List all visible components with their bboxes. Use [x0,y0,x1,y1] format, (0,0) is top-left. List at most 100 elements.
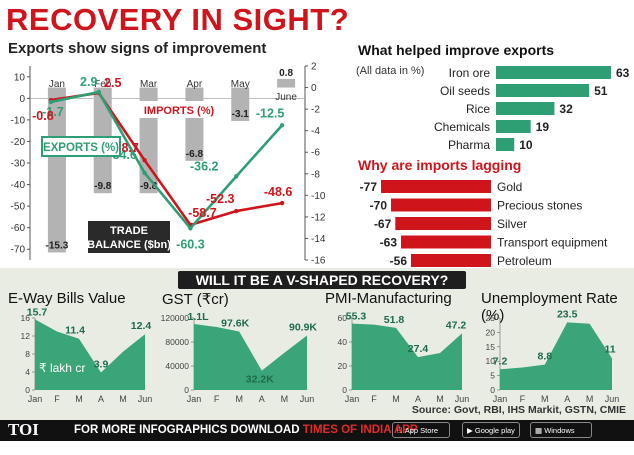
imports-line-point [234,208,239,214]
trade-balance-label: -6.8 [186,149,204,160]
trade-balance-bar [47,87,66,253]
app-store-badge[interactable]:  App Store [392,422,450,438]
imports-value-label: -52.3 [206,192,235,206]
windows-icon: ▦ [535,426,543,435]
trade-balance-label: -9.8 [140,181,158,192]
month-label: Apr [187,79,203,90]
left-tick-label: 0 [19,94,25,105]
helped-category: Pharma [448,138,490,152]
apple-icon:  [397,426,403,435]
exports-tag: EXPORTS (%) [43,142,119,154]
lagging-category: Transport equipment [497,236,608,250]
exports-tag-box [41,136,121,157]
exports-line-point [96,89,101,95]
promo-prefix: FOR MORE INFOGRAPHICS DOWNLOAD [74,424,300,436]
right-tick-label: -2 [311,105,320,116]
headline: RECOVERY IN SIGHT? [6,2,350,37]
lagging-bar [391,198,491,212]
helped-bar [496,102,555,115]
toi-logo: TOI [8,420,39,439]
lagging-bar [381,180,491,193]
helped-value: 19 [536,120,550,134]
left-tick-label: -50 [11,202,26,213]
google-play-badge[interactable]: ▶ Google play [462,422,520,438]
trade-balance-label: -9.8 [94,181,112,192]
left-tick-label: -10 [11,115,26,126]
lagging-category: Precious stones [497,199,582,213]
exports-line-point [48,99,54,105]
month-label: June [275,92,297,103]
trade-balance-label: -15.3 [46,240,69,251]
exports-value-label: -12.5 [256,106,285,120]
exports-line-point [234,174,239,179]
lagging-bar [401,235,491,249]
right-tick-label: -16 [311,256,326,267]
source-note: Source: Govt, RBI, IHS Markit, GSTN, CMI… [411,404,626,416]
unemployment-title: Unemployment Rate (%) [481,290,618,324]
left-tick-label: -60 [11,223,26,234]
trade-balance-label: -3.1 [232,109,250,120]
play-icon: ▶ [467,426,473,435]
exports-line-point [279,123,285,128]
helped-category: Rice [466,102,490,116]
left-tick-label: -30 [11,159,26,170]
left-tick-label: 10 [14,72,26,83]
helped-bar [496,120,531,133]
imports-value-label: -0.8 [32,109,54,123]
gst-title: GST (₹cr) [162,291,229,308]
left-tick-label: -20 [11,137,26,148]
helped-bar [496,84,590,97]
month-label: May [231,79,250,90]
trade-balance-tag-box [88,221,170,253]
exports-value-label: -60.3 [176,237,205,251]
imports-value-label: -48.6 [264,185,293,199]
exports-imports-chart: 10 0 -10 -20 -30 -40 -50 -60 -70 2 0 -2 -4 -6 -8 -10 -12… [11,42,630,268]
helped-category: Oil seeds [440,84,490,98]
lagging-value: -56 [390,254,408,268]
helped-category: Chemicals [434,120,490,134]
exports-line-point [142,170,147,176]
lagging-value: -77 [360,180,378,194]
helped-value: 10 [519,138,533,152]
imports-tag: IMPORTS (%) [144,105,215,117]
exports-line-point [188,226,193,231]
trade-balance-tag-line2: BALANCE ($bn) [87,239,171,251]
v-shape-banner: WILL IT BE A V-SHAPED RECOVERY? [178,271,466,289]
right-tick-label: -10 [311,191,326,202]
imports-line-point [142,157,147,163]
exports-subtitle: Exports show signs of improvement [8,40,267,57]
lagging-category: Petroleum [497,254,552,268]
helped-value: 63 [616,66,630,80]
month-label: Feb [94,79,112,90]
right-tick-label: 0 [311,83,317,94]
lagging-value: -70 [370,199,388,213]
eway-title: E-Way Bills Value [8,290,126,307]
right-tick-label: -14 [311,234,326,245]
helped-title: What helped improve exports [358,42,554,58]
lagging-category: Gold [497,180,522,194]
pmi-title: PMI-Manufacturing [325,290,452,307]
left-tick-label: -70 [11,245,26,256]
promo-text: FOR MORE INFOGRAPHICS DOWNLOAD TIMES OF … [74,424,418,436]
windows-phone-badge[interactable]: ▦ Windows Phone [530,422,592,451]
lagging-value: -63 [380,236,398,250]
right-tick-label: -12 [311,212,326,223]
helped-category: Iron ore [449,66,491,80]
imports-tag-box [137,101,221,118]
exports-value-label: -36.2 [190,159,219,173]
google-play-label: Google play [474,426,515,435]
promo-app-name: TIMES OF INDIA APP [302,424,418,436]
lagging-bar [395,217,491,230]
imports-value-label: 2.5 [104,76,121,90]
lagging-bar [411,254,491,267]
helped-note: (All data in %) [356,65,424,77]
lagging-title: Why are imports lagging [358,157,521,173]
imports-value-label: -58.7 [188,206,217,220]
lagging-category: Silver [497,217,527,231]
helped-bar [496,138,515,151]
helped-bar [496,66,611,79]
exports-value-label: 2.9 [80,75,97,89]
imports-line-point [279,200,285,206]
exports-value-label: -1.7 [42,105,64,119]
trade-balance-tag-line1: TRADE [110,225,148,237]
